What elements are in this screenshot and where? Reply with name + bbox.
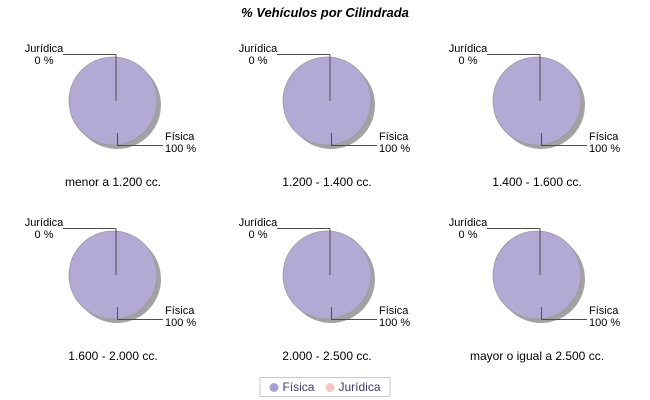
- pie-chart-cell: Jurídica 0 % Física 100 % menor a 1.200 …: [5, 29, 221, 201]
- fisica-slice-label: Física 100 %: [589, 131, 620, 155]
- juridica-percent: 0 %: [458, 229, 478, 241]
- pie-chart-cell: Jurídica 0 % Física 100 % 1.400 - 1.600 …: [429, 29, 645, 201]
- fisica-slice-label: Física 100 %: [589, 305, 620, 329]
- juridica-swatch-icon: [325, 382, 335, 392]
- legend-item-fisica: Física: [269, 380, 314, 394]
- pie-fisica-slice: [68, 230, 158, 320]
- juridica-name: Jurídica: [448, 217, 488, 229]
- chart-category-label: mayor o igual a 2.500 cc.: [469, 349, 605, 363]
- pie-chart-graphic: [487, 54, 587, 149]
- fisica-name: Física: [589, 131, 619, 143]
- page-title: % Vehículos por Cilindrada: [241, 5, 409, 20]
- fisica-percent: 100 %: [165, 143, 197, 155]
- pie-chart-graphic: [63, 228, 163, 323]
- pie-fisica-slice: [282, 56, 372, 146]
- juridica-slice-label: Jurídica 0 %: [5, 217, 83, 241]
- pie-fisica-slice: [282, 230, 372, 320]
- pie-chart-cell: Jurídica 0 % Física 100 % mayor o igual …: [429, 203, 645, 375]
- legend-label-fisica: Física: [282, 380, 315, 394]
- chart-category-label: 1.200 - 1.400 cc.: [282, 175, 372, 189]
- fisica-name: Física: [379, 131, 409, 143]
- fisica-percent: 100 %: [379, 143, 411, 155]
- fisica-slice-label: Física 100 %: [379, 305, 410, 329]
- juridica-slice-label: Jurídica 0 %: [429, 43, 507, 67]
- fisica-name: Física: [379, 305, 409, 317]
- pie-chart-graphic: [487, 228, 587, 323]
- chart-category-label: 1.600 - 2.000 cc.: [68, 349, 158, 363]
- juridica-slice-label: Jurídica 0 %: [5, 43, 83, 67]
- fisica-percent: 100 %: [589, 317, 621, 329]
- fisica-slice-label: Física 100 %: [165, 305, 196, 329]
- fisica-slice-label: Física 100 %: [379, 131, 410, 155]
- legend: Física Jurídica: [259, 377, 391, 397]
- fisica-name: Física: [165, 305, 195, 317]
- pie-fisica-slice: [492, 230, 582, 320]
- pie-fisica-slice: [68, 56, 158, 146]
- fisica-swatch-icon: [269, 382, 279, 392]
- juridica-percent: 0 %: [34, 229, 54, 241]
- fisica-name: Física: [165, 131, 195, 143]
- pie-chart-cell: Jurídica 0 % Física 100 % 1.600 - 2.000 …: [5, 203, 221, 375]
- juridica-name: Jurídica: [24, 217, 64, 229]
- fisica-percent: 100 %: [165, 317, 197, 329]
- pie-chart-cell: Jurídica 0 % Física 100 % 1.200 - 1.400 …: [219, 29, 435, 201]
- juridica-name: Jurídica: [238, 217, 278, 229]
- chart-category-label: 2.000 - 2.500 cc.: [282, 349, 372, 363]
- fisica-percent: 100 %: [379, 317, 411, 329]
- juridica-name: Jurídica: [24, 43, 64, 55]
- pie-chart-graphic: [63, 54, 163, 149]
- fisica-slice-label: Física 100 %: [165, 131, 196, 155]
- pie-chart-graphic: [277, 54, 377, 149]
- juridica-percent: 0 %: [458, 55, 478, 67]
- juridica-name: Jurídica: [448, 43, 488, 55]
- pie-chart-cell: Jurídica 0 % Física 100 % 2.000 - 2.500 …: [219, 203, 435, 375]
- juridica-percent: 0 %: [248, 229, 268, 241]
- chart-category-label: menor a 1.200 cc.: [64, 175, 162, 189]
- fisica-name: Física: [589, 305, 619, 317]
- juridica-percent: 0 %: [248, 55, 268, 67]
- legend-label-juridica: Jurídica: [338, 380, 381, 394]
- legend-item-juridica: Jurídica: [325, 380, 381, 394]
- juridica-percent: 0 %: [34, 55, 54, 67]
- chart-category-label: 1.400 - 1.600 cc.: [492, 175, 582, 189]
- pie-fisica-slice: [492, 56, 582, 146]
- juridica-slice-label: Jurídica 0 %: [219, 43, 297, 67]
- fisica-percent: 100 %: [589, 143, 621, 155]
- juridica-slice-label: Jurídica 0 %: [429, 217, 507, 241]
- pie-chart-graphic: [277, 228, 377, 323]
- juridica-slice-label: Jurídica 0 %: [219, 217, 297, 241]
- juridica-name: Jurídica: [238, 43, 278, 55]
